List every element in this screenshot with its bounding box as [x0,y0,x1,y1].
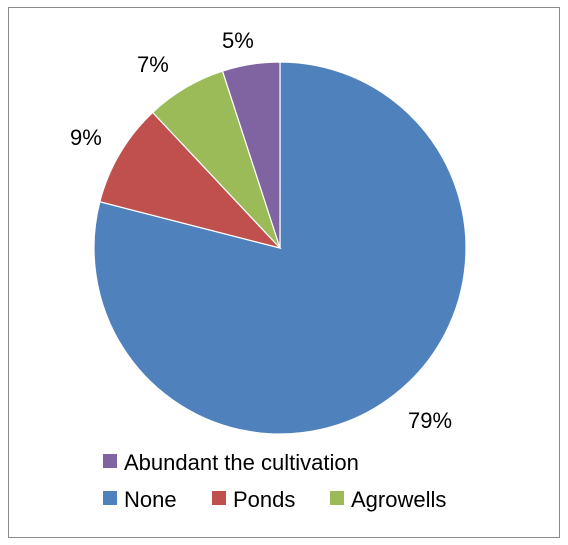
pie-labels: 79% 9% 7% 5% [70,28,452,433]
legend-item-abundant-the-cultivation: Abundant the cultivation [103,450,359,475]
legend-label-abundant-the-cultivation: Abundant the cultivation [124,450,359,475]
data-label-abundant-the-cultivation: 5% [222,28,254,53]
legend: Abundant the cultivation None Ponds Agrowel… [103,450,446,512]
legend-item-none: None [103,487,177,512]
legend-label-none: None [124,487,177,512]
data-label-agrowells: 7% [137,52,169,77]
legend-swatch-agrowells [330,491,344,505]
legend-swatch-none [103,491,117,505]
pie-slice-abundant-the-cultivation [221,61,281,249]
legend-item-agrowells: Agrowells [330,487,446,512]
pie-slice-ponds [99,111,282,250]
legend-item-ponds: Ponds [212,487,295,512]
data-label-ponds: 9% [70,125,102,150]
legend-label-agrowells: Agrowells [351,487,446,512]
legend-label-ponds: Ponds [233,487,295,512]
pie-slices [93,61,467,435]
data-label-none: 79% [408,408,452,433]
legend-swatch-ponds [212,491,226,505]
legend-swatch-abundant-the-cultivation [103,454,117,468]
